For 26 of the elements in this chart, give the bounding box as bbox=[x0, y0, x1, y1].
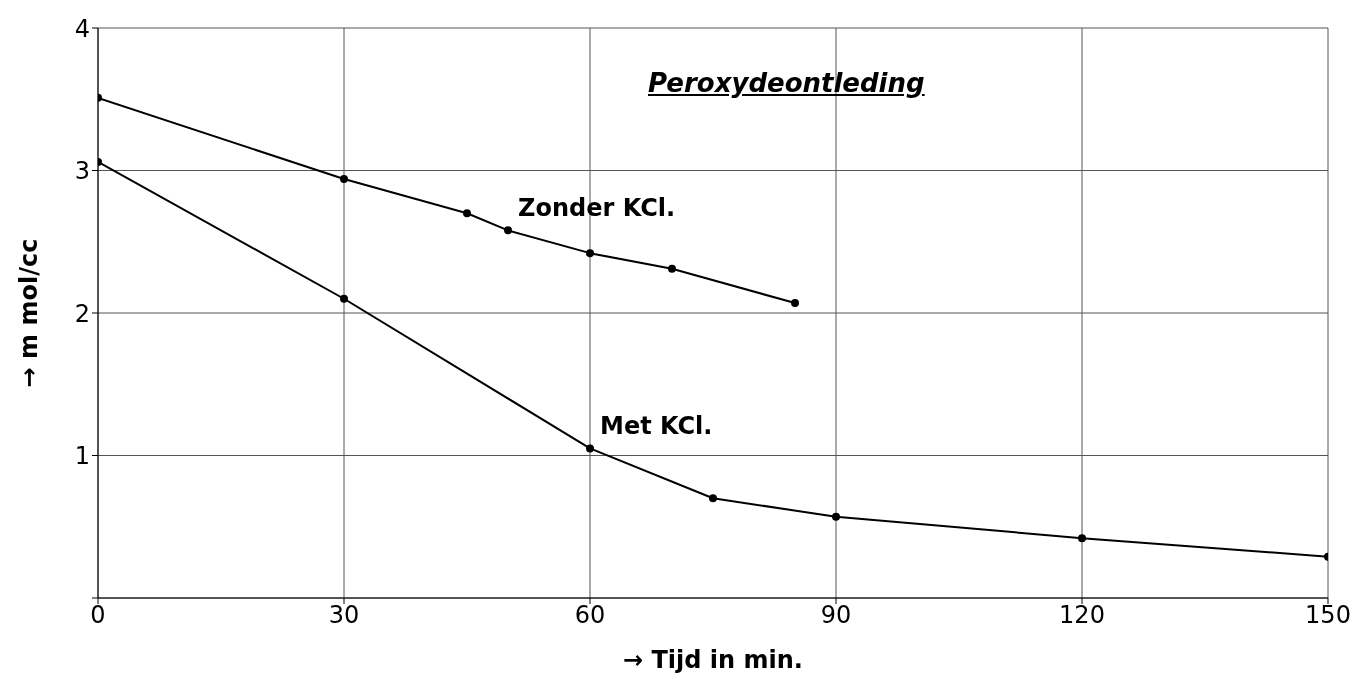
y-tick-label: 1 bbox=[74, 442, 90, 471]
y-axis-title: → m mol/cc bbox=[14, 238, 43, 388]
y-tick-label: 4 bbox=[74, 14, 90, 43]
point bbox=[504, 226, 512, 235]
point bbox=[586, 444, 594, 453]
point bbox=[463, 209, 471, 218]
series-label: Zonder KCl. bbox=[518, 194, 676, 223]
point bbox=[340, 294, 348, 303]
text: Peroxydeontleding bbox=[648, 68, 925, 98]
point bbox=[586, 249, 594, 258]
x-axis-title: → Tijd in min. bbox=[623, 646, 803, 674]
y-tick-label: 3 bbox=[74, 157, 90, 186]
point bbox=[1078, 534, 1086, 543]
point bbox=[709, 494, 717, 503]
series-label: Met KCl. bbox=[600, 412, 713, 441]
y-tick-label: 2 bbox=[74, 299, 90, 328]
point bbox=[668, 264, 676, 273]
point bbox=[340, 175, 348, 184]
point bbox=[832, 512, 840, 521]
x-tick-label: 60 bbox=[574, 601, 606, 630]
x-tick-label: 90 bbox=[820, 601, 852, 630]
x-tick-label: 150 bbox=[1305, 601, 1351, 630]
x-tick-label: 30 bbox=[328, 601, 360, 630]
x-tick-label: 120 bbox=[1059, 601, 1105, 630]
point bbox=[791, 299, 799, 308]
x-tick-label: 0 bbox=[90, 601, 106, 630]
